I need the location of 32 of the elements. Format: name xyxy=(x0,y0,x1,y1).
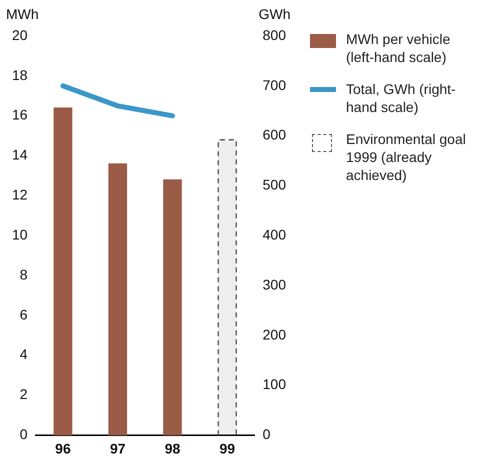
y-tick-label: 10 xyxy=(12,226,28,242)
y-tick-label: 0 xyxy=(20,426,28,442)
y2-tick-label: 500 xyxy=(262,176,286,193)
y2-tick-label: 300 xyxy=(262,276,286,292)
y-axis-title: MWh xyxy=(6,6,39,22)
y2-axis-title: GWh xyxy=(258,6,291,22)
y2-tick-label: 100 xyxy=(262,376,286,392)
y2-tick-label: 700 xyxy=(262,76,286,93)
y-tick-label: 2 xyxy=(20,386,28,402)
x-tick-label: 99 xyxy=(219,440,236,456)
x-tick-label: 97 xyxy=(110,440,126,456)
legend-label: Total, GWh (right-hand scale) xyxy=(346,80,457,116)
y2-tick-label: 0 xyxy=(262,426,271,442)
y-tick-label: 14 xyxy=(12,146,28,163)
y-tick-label: 20 xyxy=(12,26,28,43)
y-tick-label: 18 xyxy=(12,66,28,83)
x-tick-label: 98 xyxy=(164,440,180,456)
bar xyxy=(108,163,128,436)
y-tick-label: 12 xyxy=(12,186,28,203)
legend-label: Environmental goal 1999 (already achieved) xyxy=(346,130,467,184)
y-tick-label: 6 xyxy=(20,306,28,322)
y-tick-label: 4 xyxy=(20,346,28,362)
y2-tick-label: 400 xyxy=(262,226,286,242)
x-tick-label: 96 xyxy=(55,440,71,456)
bar xyxy=(54,108,72,436)
legend-label: MWh per vehicle (left-hand scale) xyxy=(346,30,452,66)
y2-tick-label: 800 xyxy=(262,26,286,43)
y-tick-label: 8 xyxy=(20,266,28,282)
y2-tick-label: 200 xyxy=(262,326,286,342)
bar xyxy=(163,179,182,436)
y2-tick-label: 600 xyxy=(262,126,286,143)
y-tick-label: 16 xyxy=(12,106,28,123)
